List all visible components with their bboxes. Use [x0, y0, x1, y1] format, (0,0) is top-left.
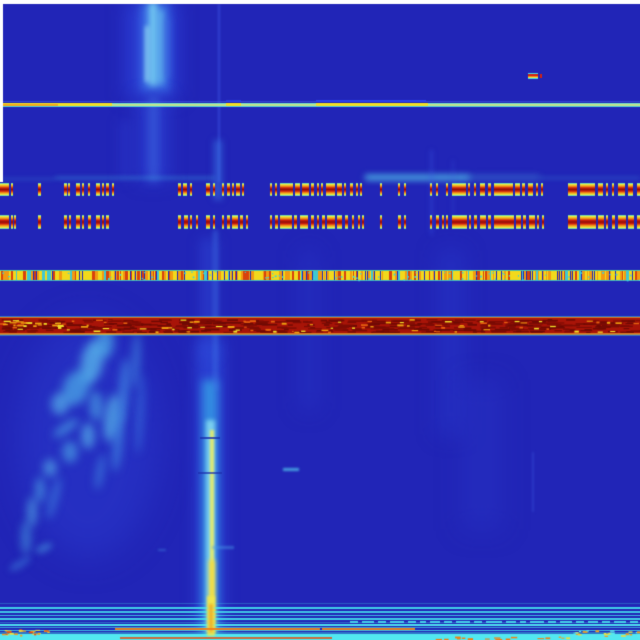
spectrogram-figure — [0, 0, 640, 640]
spectrogram-canvas — [0, 0, 640, 640]
